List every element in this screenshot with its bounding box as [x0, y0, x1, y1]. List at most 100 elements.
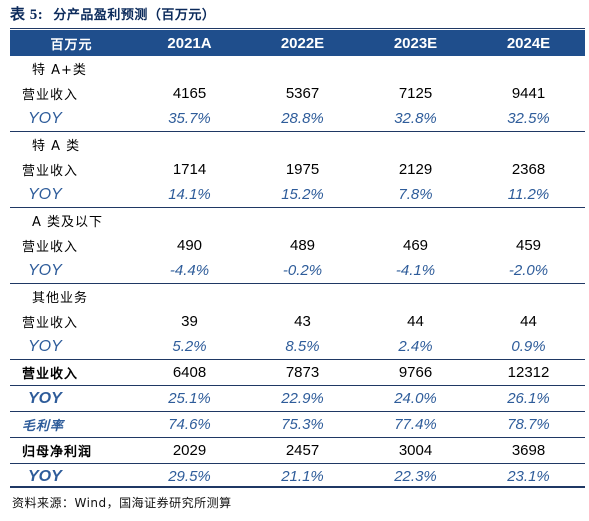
row-label: YOY: [10, 258, 133, 284]
table-cell: 21.1%: [281, 468, 324, 485]
row-label: YOY: [10, 106, 133, 132]
row-label: 毛利率: [10, 411, 133, 438]
yoy-row: YOY 5.2% 8.5% 2.4% 0.9%: [10, 334, 585, 360]
segment-name: 其他业务: [32, 291, 89, 306]
table-cell: 32.8%: [359, 106, 472, 132]
table-number: 表 5:: [10, 7, 44, 23]
segment-name: A 类及以下: [32, 215, 104, 230]
source-note: 资料来源：Wind，国海证券研究所测算: [12, 496, 232, 510]
top-rule: [10, 28, 585, 29]
table-cell: 32.5%: [472, 106, 585, 132]
table-cell: 8.5%: [246, 334, 359, 360]
bottom-rule: [10, 486, 585, 488]
table-cell: 3698: [472, 437, 585, 464]
table-cell: [472, 284, 585, 310]
table-cell: 1975: [285, 161, 320, 178]
table-cell: 490: [176, 237, 203, 254]
table-cell: 24.0%: [359, 385, 472, 412]
header-year: 2023E: [359, 30, 472, 56]
table-cell: -2.0%: [472, 258, 585, 284]
segment-name: 特 A 类: [32, 139, 81, 154]
table-cell: 3004: [359, 437, 472, 464]
table-cell: [472, 56, 585, 81]
header-year: 2022E: [246, 30, 359, 56]
table-cell: 459: [515, 237, 542, 254]
table-cell: [359, 208, 472, 234]
table-cell: [359, 56, 472, 81]
table-cell: [133, 208, 246, 234]
table-cell: [359, 132, 472, 158]
header-year: 2021A: [133, 30, 246, 56]
table-cell: 2.4%: [359, 334, 472, 360]
table-cell: 39: [181, 313, 198, 330]
table-cell: 6408: [133, 359, 246, 386]
table-cell: 44: [407, 313, 424, 330]
row-label: YOY: [10, 334, 133, 360]
yoy-row: YOY 35.7% 28.8% 32.8% 32.5%: [10, 106, 585, 132]
table-cell: [133, 284, 246, 310]
row-label: 营业收入: [22, 88, 79, 103]
table-cell: 25.1%: [133, 385, 246, 412]
table-cell: 15.2%: [246, 182, 359, 208]
table-cell: 9441: [511, 85, 546, 102]
table-cell: -4.4%: [133, 258, 246, 284]
table-cell: 5.2%: [133, 334, 246, 360]
table-cell: 74.6%: [133, 411, 246, 438]
table-cell: [246, 284, 359, 310]
table-caption: 分产品盈利预测（百万元）: [53, 8, 216, 23]
table-cell: 23.1%: [507, 468, 550, 485]
forecast-table: 百万元 2021A 2022E 2023E 2024E 特 A+类 营业收入 4…: [10, 30, 585, 489]
table-cell: 1714: [172, 161, 207, 178]
table-cell: 469: [402, 237, 429, 254]
table-cell: 4165: [172, 85, 207, 102]
table-cell: 43: [294, 313, 311, 330]
revenue-row: 营业收入 1714 1975 2129 2368: [10, 157, 585, 182]
table-cell: 35.7%: [133, 106, 246, 132]
row-label: 营业收入: [22, 164, 79, 179]
table-cell: 14.1%: [133, 182, 246, 208]
row-label: 营业收入: [10, 359, 133, 386]
table-cell: 78.7%: [472, 411, 585, 438]
table-cell: [472, 132, 585, 158]
gross-margin-row: 毛利率 74.6% 75.3% 77.4% 78.7%: [10, 411, 585, 438]
table-cell: 12312: [472, 359, 585, 386]
row-label: YOY: [10, 385, 133, 412]
header-unit: 百万元: [10, 30, 133, 56]
yoy-row: YOY -4.4% -0.2% -4.1% -2.0%: [10, 258, 585, 284]
table-cell: [472, 208, 585, 234]
row-label: YOY: [10, 182, 133, 208]
table-cell: 0.9%: [472, 334, 585, 360]
table-cell: [133, 132, 246, 158]
table-cell: 29.5%: [168, 468, 211, 485]
row-label: YOY: [28, 467, 62, 485]
segment-name-row: 特 A+类: [10, 56, 585, 81]
net-profit-row: 归母净利润 2029 2457 3004 3698: [10, 437, 585, 464]
table-cell: [133, 56, 246, 81]
row-label: 营业收入: [22, 316, 79, 331]
row-label: 归母净利润: [10, 437, 133, 464]
header-year: 2024E: [472, 30, 585, 56]
table-cell: 5367: [285, 85, 320, 102]
table-cell: -4.1%: [359, 258, 472, 284]
table-cell: 2368: [511, 161, 546, 178]
table-cell: [246, 208, 359, 234]
table-cell: 77.4%: [359, 411, 472, 438]
table-cell: 11.2%: [472, 182, 585, 208]
table-cell: 2129: [398, 161, 433, 178]
table-cell: 75.3%: [246, 411, 359, 438]
table-cell: 7873: [246, 359, 359, 386]
table-cell: [246, 132, 359, 158]
segment-name-row: A 类及以下: [10, 208, 585, 234]
net-profit-yoy-row: YOY 29.5% 21.1% 22.3% 23.1%: [10, 464, 585, 490]
table-cell: 28.8%: [246, 106, 359, 132]
table-cell: 2457: [246, 437, 359, 464]
revenue-row: 营业收入 4165 5367 7125 9441: [10, 81, 585, 106]
table-cell: 22.9%: [246, 385, 359, 412]
table-cell: [246, 56, 359, 81]
revenue-row: 营业收入 39 43 44 44: [10, 309, 585, 334]
table-cell: 7125: [398, 85, 433, 102]
header-row: 百万元 2021A 2022E 2023E 2024E: [10, 30, 585, 56]
segment-name: 特 A+类: [32, 63, 87, 78]
table-cell: 2029: [133, 437, 246, 464]
yoy-row: YOY 14.1% 15.2% 7.8% 11.2%: [10, 182, 585, 208]
